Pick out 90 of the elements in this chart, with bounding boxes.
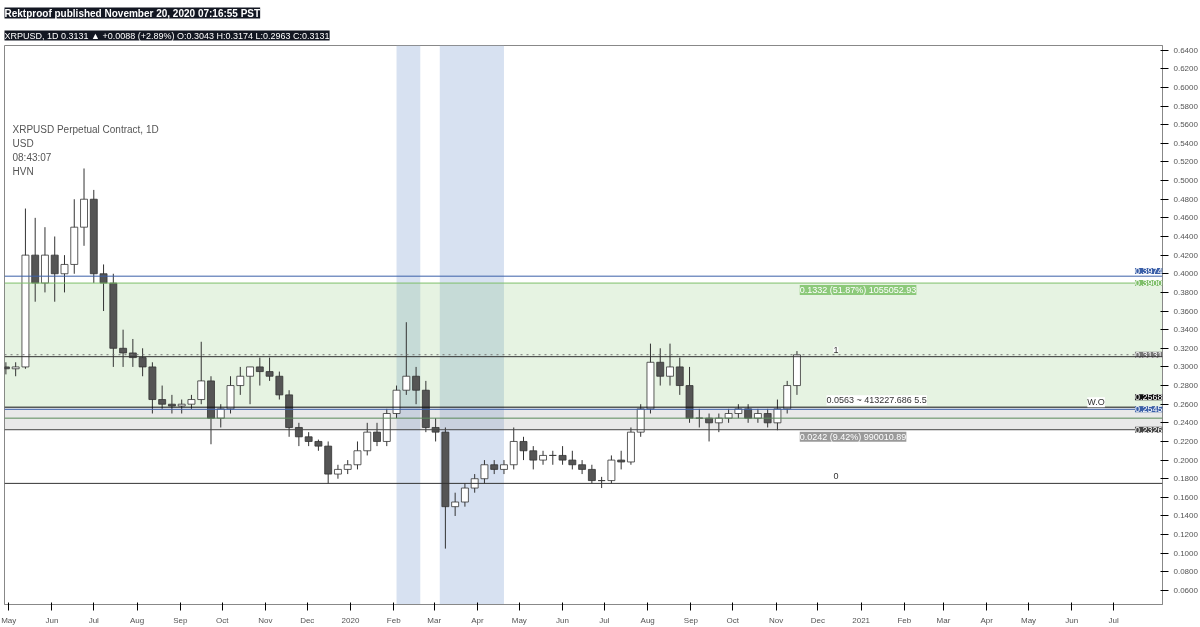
band-label: 0.1332 (51.87%) 1055052.93 <box>799 285 917 296</box>
candlestick <box>295 422 303 447</box>
annotation: XRPUSD Perpetual Contract, 1D <box>12 123 159 135</box>
x-tick-label: Nov <box>258 615 273 625</box>
annotation: 0 <box>833 471 839 482</box>
annotation: W.O <box>1087 397 1105 408</box>
ref-line-label: 0.3900 <box>1134 278 1163 289</box>
x-tick-label: Apr <box>471 615 485 625</box>
x-tick-label: Jul <box>599 615 610 625</box>
candlestick <box>412 366 420 405</box>
y-tick-label: 0.4400 <box>1173 231 1199 241</box>
y-tick-label: 0.5800 <box>1173 101 1199 111</box>
candlestick <box>783 380 792 415</box>
x-tick-label: May <box>1 615 17 625</box>
x-tick-label: Mar <box>427 615 442 625</box>
ref-line-label: 0.2568 <box>1134 392 1163 403</box>
y-tick-label: 0.6400 <box>1173 45 1199 55</box>
y-tick-label: 0.5600 <box>1173 120 1199 130</box>
annotation: 1 <box>833 344 839 355</box>
x-tick-label: Feb <box>897 615 912 625</box>
y-tick-label: 0.3600 <box>1173 306 1199 316</box>
y-tick-label: 0.3800 <box>1173 287 1199 297</box>
x-tick-label: Jul <box>1108 615 1119 625</box>
band-label: 0.0242 (9.42%) 990010.89 <box>799 431 907 442</box>
y-tick-label: 0.6200 <box>1173 64 1199 74</box>
y-tick-label: 0.6000 <box>1173 82 1199 92</box>
chart-subtitle: XRPUSD, 1D 0.3131 ▲ +0.0088 (+2.89%) O:0.3043 H:0.3174 L:0.2963 C:0.3131 <box>4 30 330 41</box>
y-tick-label: 0.1600 <box>1173 492 1199 502</box>
y-tick-label: 0.1200 <box>1173 530 1199 540</box>
annotation: USD <box>12 137 34 149</box>
x-tick-label: Jul <box>88 615 100 625</box>
y-tick-label: 0.3400 <box>1173 325 1199 335</box>
y-tick-label: 0.2600 <box>1173 399 1199 409</box>
x-tick-label: Feb <box>386 615 402 625</box>
ref-line-label: 0.2326 <box>1134 424 1163 435</box>
y-tick-label: 0.2000 <box>1173 455 1199 465</box>
y-tick-label: 0.4000 <box>1173 269 1199 279</box>
y-tick-label: 0.2400 <box>1173 418 1199 428</box>
annotation: 08:43:07 <box>12 151 52 163</box>
candlestick <box>363 422 372 456</box>
x-tick-label: May <box>1021 615 1037 625</box>
y-tick-label: 0.5400 <box>1173 138 1199 148</box>
candlestick <box>558 445 567 466</box>
ref-line-label: 0.3974 <box>1134 266 1163 277</box>
x-tick-label: Mar <box>936 615 951 625</box>
x-tick-label: Oct <box>215 615 230 625</box>
candlestick <box>334 464 342 480</box>
candlestick <box>500 459 508 475</box>
y-tick-label: 0.4800 <box>1173 194 1199 204</box>
x-tick-label: Dec <box>810 615 826 625</box>
annotation: 0.0563 ~ 413227.686 5.5 <box>826 395 927 406</box>
x-tick-label: Dec <box>300 615 315 625</box>
candlestick <box>754 408 762 424</box>
candlestick <box>246 366 254 405</box>
candlestick <box>578 459 586 475</box>
y-tick-label: 0.1000 <box>1173 548 1199 558</box>
y-tick-label: 0.3000 <box>1173 362 1199 372</box>
y-tick-label: 0.4200 <box>1173 250 1199 260</box>
x-tick-label: Jun <box>1065 615 1079 625</box>
candlestick <box>168 394 176 415</box>
annotation: HVN <box>12 165 34 177</box>
y-tick-label: 0.5000 <box>1173 176 1199 186</box>
x-tick-label: Sep <box>683 615 699 625</box>
x-tick-label: Nov <box>768 615 784 625</box>
y-tick-label: 0.0800 <box>1173 567 1199 577</box>
y-tick-label: 0.0600 <box>1173 586 1199 596</box>
y-tick-label: 0.1800 <box>1173 474 1199 484</box>
candlestick <box>275 371 284 401</box>
ref-line-label: 0.3131 <box>1134 349 1163 360</box>
x-tick-label: Jun <box>556 615 570 625</box>
candlestick <box>539 450 547 466</box>
y-tick-label: 0.3200 <box>1173 343 1199 353</box>
x-tick-label: Aug <box>129 615 145 625</box>
y-tick-label: 0.2800 <box>1173 381 1199 391</box>
x-tick-label: Aug <box>640 615 655 625</box>
candlestick <box>373 422 381 447</box>
x-tick-label: Oct <box>726 615 740 625</box>
candlestick <box>568 450 577 470</box>
x-tick-label: May <box>511 615 527 625</box>
ref-line-label: 0.2545 <box>1134 404 1163 415</box>
y-tick-label: 0.1400 <box>1173 511 1199 521</box>
x-tick-label: Apr <box>980 615 994 625</box>
y-tick-label: 0.2200 <box>1173 436 1199 446</box>
y-tick-label: 0.5200 <box>1173 157 1199 167</box>
x-tick-label: Jun <box>45 615 59 625</box>
x-tick-label: Sep <box>173 615 188 625</box>
chart-title: Rektproof published November 20, 2020 07:16:55 PST <box>4 7 261 19</box>
y-tick-label: 0.4600 <box>1173 213 1199 223</box>
x-tick-label: 2020 <box>341 615 360 625</box>
x-tick-label: 2021 <box>852 615 871 625</box>
